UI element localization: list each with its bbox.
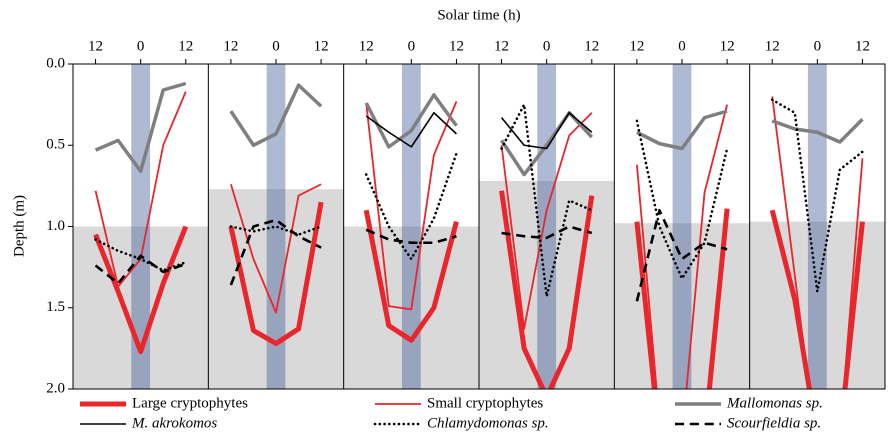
series-line xyxy=(230,183,322,314)
y-tick-label: 0.0 xyxy=(46,55,65,71)
x-tick-label: 0 xyxy=(678,38,686,54)
legend-label: Large cryptophytes xyxy=(132,395,248,411)
mixed-layer xyxy=(73,226,209,389)
series-line xyxy=(93,225,189,355)
x-tick-label: 12 xyxy=(449,38,464,54)
legend-label: M. akrokomos xyxy=(131,415,217,431)
series-line xyxy=(635,119,729,280)
series-line xyxy=(501,225,593,240)
series-line xyxy=(635,104,728,389)
night-band xyxy=(537,64,557,389)
night-band xyxy=(266,64,286,389)
series-line xyxy=(365,101,458,311)
mixed-layer xyxy=(208,189,344,389)
series-line xyxy=(770,98,864,293)
series-line xyxy=(500,103,594,298)
series-line xyxy=(769,209,865,389)
series-line xyxy=(635,208,728,302)
mixed-layer xyxy=(614,223,750,389)
x-tick-label: 12 xyxy=(88,38,103,54)
series-line xyxy=(94,91,187,288)
series-line xyxy=(94,238,188,272)
x-tick-label: 0 xyxy=(272,38,280,54)
series-line xyxy=(365,111,457,148)
y-tick-label: 0.5 xyxy=(46,137,65,153)
series-line xyxy=(771,118,864,144)
series-line xyxy=(94,254,187,285)
axes: 12 0 12 12 0 12 12 0 12 12 0 12 12 0 12 12 0 12 0.0 0.5 1.0 1… xyxy=(46,38,886,396)
x-axis-title: Solar time (h) xyxy=(437,7,520,23)
series-line xyxy=(500,111,593,150)
series-line xyxy=(363,209,459,343)
series-line xyxy=(634,208,730,389)
series-line xyxy=(500,112,593,330)
y-axis-title: Depth (m) xyxy=(11,195,27,257)
y-tick-label: 2.0 xyxy=(46,380,65,396)
x-tick-label: 12 xyxy=(765,38,780,54)
x-tick-label: 12 xyxy=(855,38,870,54)
x-tick-label: 12 xyxy=(178,38,193,54)
series-line xyxy=(771,96,864,389)
series-line xyxy=(229,218,322,286)
series-line xyxy=(94,81,187,173)
x-tick-label: 12 xyxy=(314,38,329,54)
legend-label: Scourfieldia sp. xyxy=(727,415,821,431)
series-line xyxy=(364,152,458,261)
series-line xyxy=(228,201,324,346)
y-tick-label: 1.5 xyxy=(46,299,65,315)
series-line xyxy=(229,225,323,236)
night-band xyxy=(807,64,827,389)
series-line xyxy=(365,228,457,245)
mixed-layer xyxy=(749,221,885,389)
x-tick-label: 0 xyxy=(137,38,145,54)
x-tick-label: 12 xyxy=(629,38,644,54)
series-line xyxy=(364,93,458,149)
x-tick-label: 12 xyxy=(720,38,735,54)
series-line xyxy=(499,190,595,389)
plot-area xyxy=(73,64,885,389)
series-line xyxy=(636,109,728,151)
series-line xyxy=(229,83,323,147)
legend-label: Small cryptophytes xyxy=(427,395,543,411)
x-tick-label: 12 xyxy=(223,38,238,54)
series-line xyxy=(500,111,594,177)
night-band xyxy=(131,64,151,389)
x-tick-label: 0 xyxy=(814,38,822,54)
x-tick-label: 12 xyxy=(494,38,509,54)
mixed-layer xyxy=(479,181,615,389)
night-band xyxy=(401,64,421,389)
legend-label: Mallomonas sp. xyxy=(726,395,823,411)
x-tick-label: 12 xyxy=(584,38,599,54)
x-tick-label: 0 xyxy=(543,38,551,54)
x-tick-label: 0 xyxy=(408,38,416,54)
x-tick-label: 12 xyxy=(359,38,374,54)
night-band xyxy=(672,64,692,389)
legend-label: Chlamydomonas sp. xyxy=(427,415,549,431)
y-tick-label: 1.0 xyxy=(46,218,65,234)
